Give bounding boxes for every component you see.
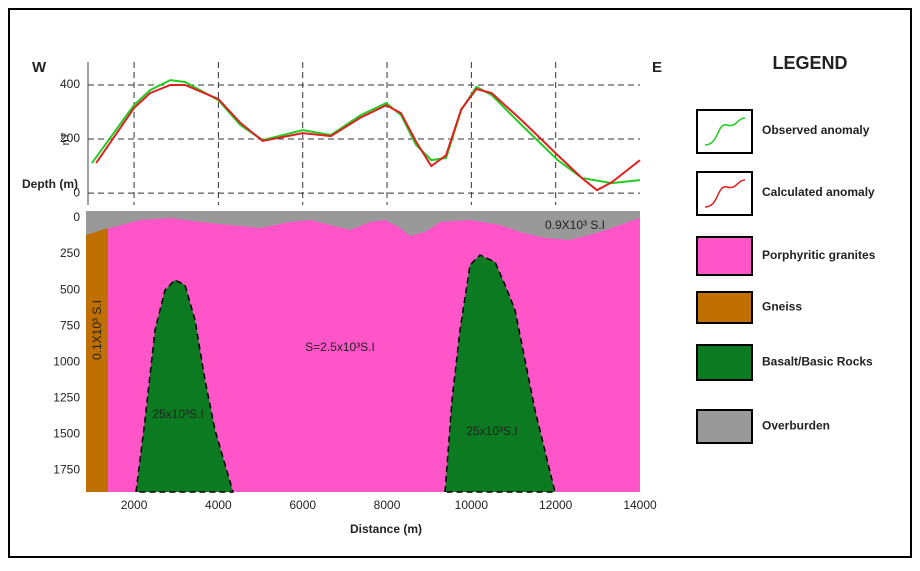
y-tick-label: 400: [60, 77, 80, 91]
legend-label: Gneiss: [762, 300, 802, 314]
x-tick-label: 4000: [205, 498, 232, 512]
legend-label: Basalt/Basic Rocks: [762, 355, 873, 369]
legend-label: Calculated anomaly: [762, 185, 875, 199]
x-axis-label: Distance (m): [350, 522, 422, 536]
y-tick-label: 200: [60, 131, 80, 145]
west-label: W: [32, 59, 47, 76]
y-tick-label: 1000: [53, 354, 80, 368]
east-label: E: [652, 59, 662, 76]
legend-title: LEGEND: [772, 53, 847, 73]
legend-label: Observed anomaly: [762, 123, 870, 137]
annotation: 25x10³S.I: [152, 407, 203, 421]
x-tick-label: 10000: [455, 498, 489, 512]
y-tick-label: 1250: [53, 390, 80, 404]
gneiss: [86, 228, 108, 492]
y-tick-label: 0: [73, 185, 80, 199]
annotation: S=2.5x10³S.I: [305, 340, 375, 354]
cross-section: 0.9X10³ S.I 0.1X10³ S.I S=2.5x10³S.I 25x…: [22, 177, 640, 536]
legend-line: [704, 117, 746, 146]
legend-label: Overburden: [762, 419, 830, 433]
y-tick-label: 0: [73, 210, 80, 224]
y-tick-label: 250: [60, 246, 80, 260]
legend-swatch: [696, 344, 753, 381]
x-tick-label: 12000: [539, 498, 573, 512]
basalt-body: [135, 279, 234, 493]
legend-swatch: [696, 171, 753, 216]
legend-swatch: [696, 291, 753, 324]
x-tick-label: 6000: [289, 498, 316, 512]
anomaly-line: [95, 83, 641, 192]
basalt-body: [444, 254, 556, 493]
y-axis-label: nT: [60, 132, 72, 145]
x-tick-label: 2000: [121, 498, 148, 512]
y-tick-label: 1500: [53, 426, 80, 440]
x-tick-label: 14000: [623, 498, 657, 512]
x-tick-label: 8000: [374, 498, 401, 512]
annotation: 25x10³S.I: [466, 424, 517, 438]
legend-swatch: [696, 236, 753, 276]
annotation: 0.1X10³ S.I: [90, 300, 104, 360]
y-axis-label: Depth (m): [22, 177, 78, 191]
annotation: 0.9X10³ S.I: [545, 218, 605, 232]
y-tick-label: 750: [60, 318, 80, 332]
y-tick-label: 500: [60, 282, 80, 296]
y-tick-label: 1750: [53, 463, 80, 477]
legend-swatch: [696, 409, 753, 444]
legend-line: [704, 179, 746, 208]
legend-swatch: [696, 109, 753, 154]
legend-label: Porphyritic granites: [762, 248, 876, 262]
